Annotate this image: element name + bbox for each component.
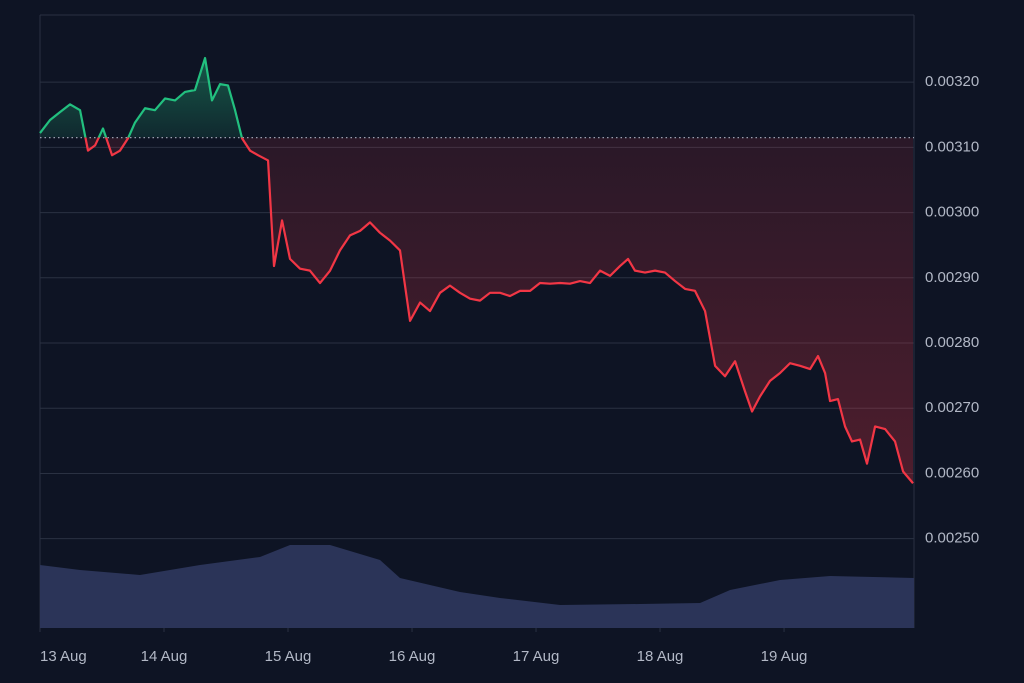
price-area (40, 58, 914, 484)
y-tick-label: 0.00250 (925, 530, 979, 547)
y-tick-label: 0.00300 (925, 204, 979, 221)
x-tick-label: 13 Aug (40, 648, 87, 665)
price-line (39, 56, 914, 484)
volume-area (40, 545, 914, 628)
x-tick-label: 18 Aug (637, 648, 684, 665)
y-tick-label: 0.00310 (925, 138, 979, 155)
x-tick-label: 14 Aug (141, 648, 188, 665)
x-tick-label: 16 Aug (389, 648, 436, 665)
x-tick-label: 17 Aug (513, 648, 560, 665)
x-tick-label: 19 Aug (761, 648, 808, 665)
y-tick-label: 0.00280 (925, 334, 979, 351)
y-tick-label: 0.00320 (925, 73, 979, 90)
y-tick-label: 0.00290 (925, 269, 979, 286)
x-tick-label: 15 Aug (265, 648, 312, 665)
y-tick-label: 0.00270 (925, 399, 979, 416)
y-tick-label: 0.00260 (925, 464, 979, 481)
